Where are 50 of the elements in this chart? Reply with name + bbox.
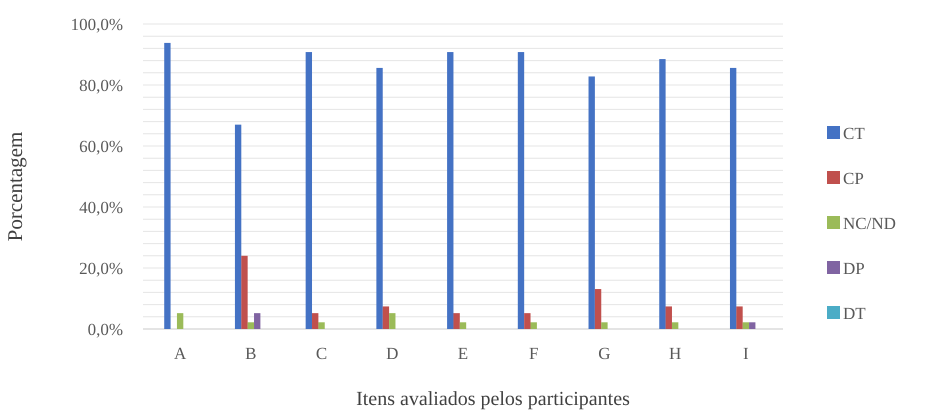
bar	[176, 313, 184, 329]
y-tick-label: 80,0%	[79, 76, 123, 95]
bar	[518, 52, 524, 329]
x-tick-label: E	[458, 344, 468, 363]
y-tick-label: 60,0%	[79, 136, 123, 156]
legend-label: DP	[843, 258, 865, 278]
y-tick-label: 0,0%	[88, 320, 123, 339]
legend-label: DT	[843, 304, 866, 323]
legend-label: CP	[843, 168, 864, 188]
y-tick-label: 40,0%	[79, 198, 123, 217]
bar	[594, 289, 602, 329]
bar	[588, 76, 595, 329]
bar	[530, 322, 537, 329]
bar	[254, 313, 260, 329]
bar	[248, 322, 254, 329]
bar	[447, 52, 454, 329]
bar	[164, 42, 171, 329]
bar	[306, 52, 312, 329]
bar	[730, 68, 736, 329]
bar	[749, 322, 756, 329]
bar	[742, 322, 750, 329]
bar	[382, 306, 390, 329]
bar	[376, 68, 383, 329]
bar	[601, 322, 608, 329]
bar	[666, 306, 672, 329]
bar	[453, 313, 460, 329]
x-axis-title: Itens avaliados pelos participantes	[356, 388, 630, 410]
bar	[672, 322, 678, 329]
x-tick-label: F	[528, 344, 538, 363]
bar	[318, 322, 325, 329]
y-tick-label: 100,0%	[70, 14, 123, 34]
bar	[460, 322, 466, 329]
x-tick-label: C	[316, 344, 328, 363]
bar	[234, 124, 242, 329]
y-axis-title: Porcentagem	[3, 132, 27, 242]
y-tick-label: 20,0%	[79, 258, 123, 278]
legend-label: CT	[843, 124, 866, 143]
x-tick-label: G	[598, 344, 611, 363]
bar	[736, 306, 743, 329]
bar	[241, 256, 248, 329]
bar	[524, 313, 531, 329]
x-tick-label: D	[386, 344, 398, 363]
x-tick-label: A	[174, 344, 187, 363]
x-tick-label: I	[743, 344, 750, 363]
x-tick-label: B	[245, 344, 257, 363]
bar	[312, 313, 318, 329]
legend-label: NC/ND	[843, 214, 896, 233]
bar	[659, 59, 666, 329]
bar	[389, 313, 396, 329]
x-tick-label: H	[669, 344, 682, 363]
